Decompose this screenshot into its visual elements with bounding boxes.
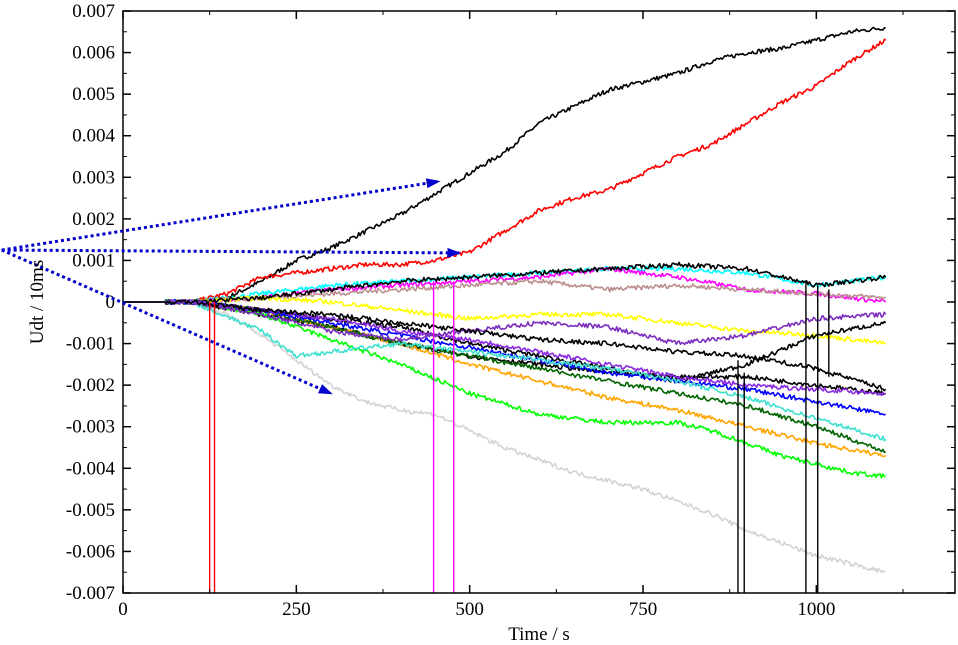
x-tick-label: 500 bbox=[455, 599, 484, 620]
y-axis-label: Udt / 10ms bbox=[27, 260, 48, 344]
y-tick-label: -0.007 bbox=[66, 583, 115, 604]
series-line-15 bbox=[123, 298, 887, 442]
y-tick-label: 0.007 bbox=[72, 1, 115, 22]
x-tick-label: 0 bbox=[118, 599, 128, 620]
y-tick-label: 0.003 bbox=[72, 167, 115, 188]
series-line-14 bbox=[123, 298, 887, 416]
series-line-1 bbox=[123, 26, 886, 306]
series-line-13 bbox=[123, 299, 887, 454]
series-line-17 bbox=[123, 299, 887, 346]
y-tick-label: -0.006 bbox=[66, 541, 115, 562]
series-line-9 bbox=[123, 261, 887, 305]
y-tick-label: -0.005 bbox=[66, 500, 115, 521]
spike-layer bbox=[208, 281, 830, 593]
y-tick-label: -0.002 bbox=[66, 375, 115, 396]
series-line-12 bbox=[123, 299, 886, 458]
series-layer bbox=[123, 26, 887, 574]
y-tick-label: -0.001 bbox=[66, 334, 115, 355]
annotation-arrow-2 bbox=[1, 247, 462, 258]
y-tick-label: 0.002 bbox=[72, 209, 115, 230]
x-axis-label: Time / s bbox=[508, 624, 570, 645]
x-axis-ticks: 0 250 500 750 1000 bbox=[118, 11, 904, 620]
annotation-layer bbox=[1, 178, 462, 395]
y-axis-ticks: 0.007 0.006 0.005 0.004 0.003 0.002 0.001 0 -0.0… bbox=[66, 1, 955, 604]
y-tick-label: 0.004 bbox=[72, 126, 115, 147]
series-line-2 bbox=[123, 38, 887, 305]
x-tick-label: 750 bbox=[629, 599, 658, 620]
y-tick-label: -0.004 bbox=[66, 458, 116, 479]
x-tick-label: 250 bbox=[282, 599, 311, 620]
series-line-7 bbox=[123, 299, 887, 384]
y-tick-label: 0.005 bbox=[72, 84, 115, 105]
series-line-18 bbox=[123, 299, 887, 392]
y-tick-label: -0.003 bbox=[66, 417, 115, 438]
x-tick-label: 1000 bbox=[797, 599, 835, 620]
series-line-3 bbox=[123, 265, 887, 306]
annotation-arrow-1 bbox=[1, 178, 441, 252]
y-tick-label: 0.006 bbox=[72, 43, 115, 64]
y-tick-label: 0.001 bbox=[72, 250, 115, 271]
plot-frame bbox=[122, 10, 956, 594]
series-line-10 bbox=[123, 299, 887, 574]
y-tick-label: 0 bbox=[106, 292, 116, 313]
